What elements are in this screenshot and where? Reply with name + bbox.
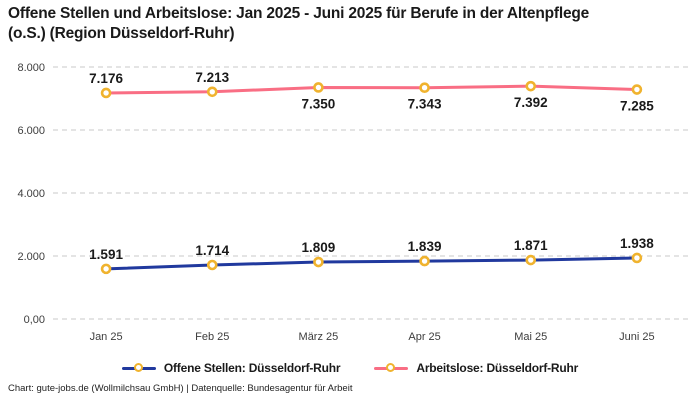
legend-marker-icon [386,363,396,372]
legend-item-offene-stellen: Offene Stellen: Düsseldorf-Ruhr [121,361,341,375]
y-axis-tick-label: 4.000 [17,188,45,200]
data-point-marker [525,80,537,92]
data-point-marker [206,86,218,98]
x-axis-tick-label: Feb 25 [195,331,229,343]
series-line [104,256,639,271]
data-point-marker [419,82,430,93]
legend-item-arbeitslose: Arbeitslose: Düsseldorf-Ruhr [374,361,578,375]
legend-label-offene-stellen: Offene Stellen: Düsseldorf-Ruhr [163,361,341,375]
data-point-marker [100,87,112,99]
y-axis-tick-label: 6.000 [17,125,45,137]
series-line [104,84,639,95]
chart-title-line1: Offene Stellen und Arbeitslose: Jan 2025… [8,5,590,22]
legend-label-arbeitslose: Arbeitslose: Düsseldorf-Ruhr [416,361,579,375]
data-point-marker [206,259,218,271]
data-point-label: 1.839 [408,239,442,254]
source-attribution: Chart: gute-jobs.de (Wollmilchsau GmbH) … [8,383,353,394]
x-axis-tick-label: Mai 25 [514,331,547,343]
chart-title-line2: (o.S.) (Region Düsseldorf-Ruhr) [8,25,235,42]
x-axis-tick-label: Juni 25 [619,331,654,343]
x-axis-tick-label: März 25 [299,331,339,343]
legend-marker-icon [133,363,143,372]
y-axis-tick-label: 2.000 [17,251,45,263]
data-point-marker [525,254,537,266]
data-point-label: 7.392 [514,95,548,110]
x-axis-tick-label: Apr 25 [408,331,440,343]
legend-swatch-offene-stellen [121,363,156,373]
data-point-marker [631,84,643,95]
data-point-label: 1.871 [514,238,548,253]
data-point-label: 7.213 [195,70,229,85]
data-point-label: 1.714 [195,243,229,258]
data-point-marker [419,255,430,267]
data-point-label: 1.809 [302,240,336,255]
data-point-label: 1.938 [620,236,654,251]
data-point-label: 7.176 [89,71,123,86]
data-point-label: 7.343 [408,97,442,112]
line-chart-plot-area: 0,00 2.000 4.000 6.000 8.000 Jan 25 Feb 25 März… [17,62,690,343]
data-point-marker [313,256,324,268]
data-point-label: 7.285 [620,99,654,114]
x-axis-tick-label: Jan 25 [90,331,123,343]
chart-title: Offene Stellen und Arbeitslose: Jan 2025… [8,4,668,44]
y-axis-tick-label: 0,00 [24,314,45,326]
data-point-marker [631,252,643,264]
y-axis-tick-label: 8.000 [17,62,45,74]
data-point-label: 1.591 [89,247,123,262]
legend-swatch-arbeitslose [374,363,409,373]
chart-legend: Offene Stellen: Düsseldorf-Ruhr Arbeitsl… [0,361,700,375]
data-point-marker [100,263,112,275]
data-point-label: 7.350 [302,96,336,111]
data-point-marker [313,82,324,93]
